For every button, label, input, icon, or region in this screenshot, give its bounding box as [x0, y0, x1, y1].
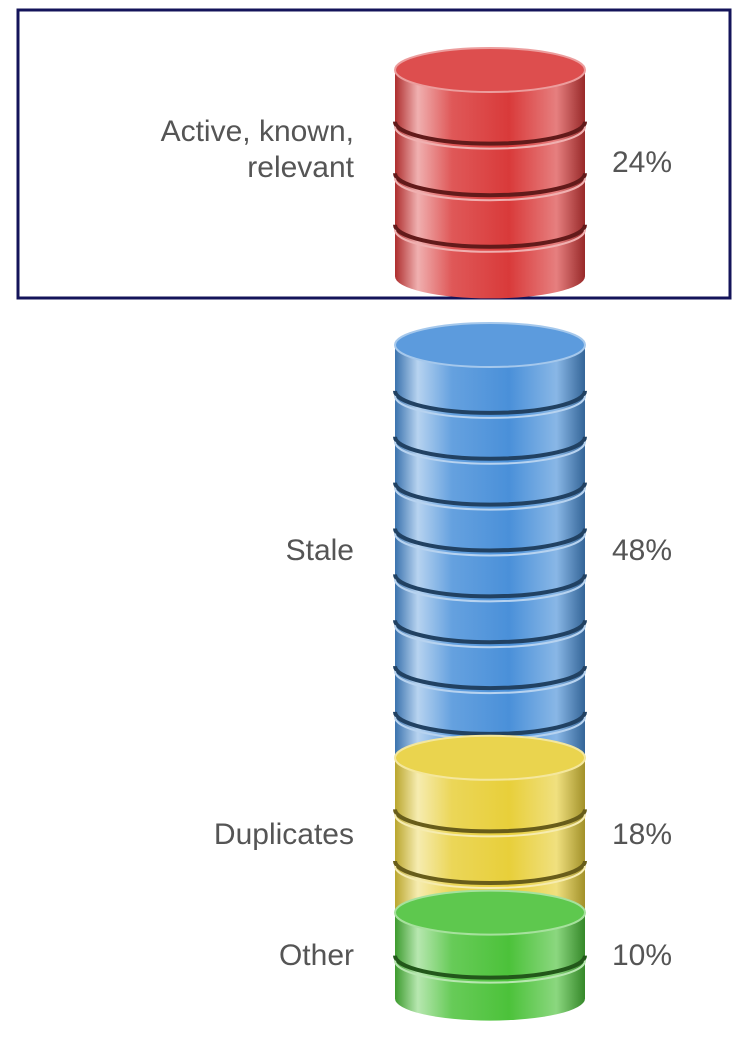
cylinder-ring — [393, 436, 587, 461]
cylinder-ring-hl — [394, 670, 586, 695]
cylinder — [393, 322, 587, 780]
cylinder-ring-hl — [394, 625, 586, 649]
cylinder-ring-hl — [394, 865, 586, 889]
cylinder-ring-hl — [394, 579, 586, 603]
highlight-box — [16, 8, 732, 300]
cylinder-ring — [393, 711, 587, 736]
cylinder — [393, 47, 587, 299]
cylinder-ring — [393, 528, 587, 553]
cylinder-ring — [393, 955, 587, 980]
cylinder-ring-hl — [394, 814, 586, 838]
cylinder — [393, 889, 587, 1021]
category-label: Active, known, relevant — [160, 115, 354, 184]
cylinder-ring-hl — [394, 487, 586, 511]
cylinder-body — [395, 757, 585, 913]
cylinder-top — [394, 47, 586, 93]
cylinder-ring — [393, 665, 587, 691]
cylinder-ring-hl — [394, 441, 586, 465]
cylinder-ring-hl — [394, 960, 586, 984]
cylinder-ring — [393, 574, 587, 599]
cylinder-ring — [393, 224, 587, 249]
cylinder-top — [394, 734, 586, 781]
value-label: 18% — [612, 818, 673, 852]
category-label: Duplicates — [213, 818, 354, 852]
value-label: 24% — [612, 146, 673, 179]
cylinder-ring — [393, 809, 587, 834]
cylinder-top — [394, 322, 586, 368]
cylinder-ring — [393, 390, 587, 415]
cylinder-ring-hl — [394, 178, 586, 202]
cylinder-ring — [393, 121, 587, 146]
cylinder-ring-hl — [394, 126, 586, 150]
cylinder-top — [394, 889, 586, 936]
category-label: Other — [278, 938, 354, 972]
cylinder-ring-hl — [394, 395, 586, 419]
cylinder-ring-hl — [394, 533, 586, 557]
category-label: Stale — [285, 534, 354, 568]
cylinder-ring — [393, 172, 587, 198]
value-label: 10% — [612, 938, 673, 972]
cylinder-ring — [393, 619, 587, 645]
cylinder-ring-hl — [394, 229, 586, 253]
cylinder-ring — [393, 860, 587, 885]
value-label: 48% — [612, 534, 673, 568]
cylinder-ring — [393, 482, 587, 507]
